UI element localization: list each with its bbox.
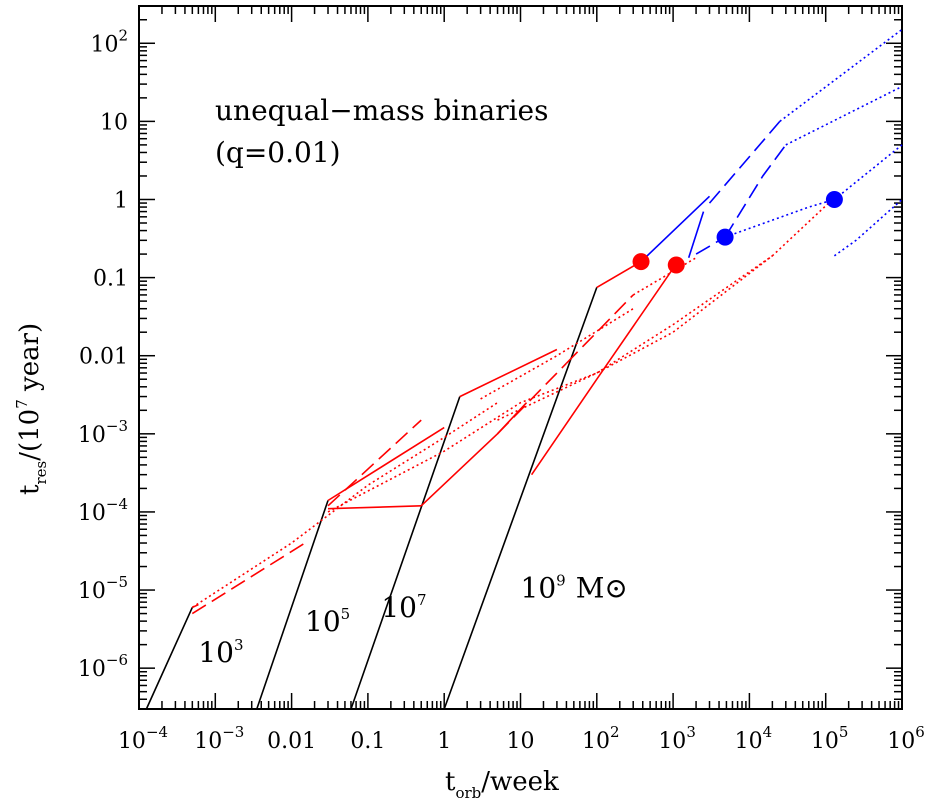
series-line-12: [420, 402, 528, 507]
series-line-14: [480, 308, 634, 400]
mass-labels-group: 103 105 107 109 M⊙: [198, 572, 627, 669]
mass-label-1: 105: [305, 605, 350, 638]
series-line-27: [724, 198, 835, 238]
x-axis-label: torb/week: [445, 767, 559, 802]
y-tick-label: 10−3: [78, 417, 128, 448]
series-line-23: [779, 28, 903, 123]
y-tick-label: 10−4: [78, 495, 128, 526]
series-line-20: [640, 195, 711, 263]
mass-label-2: 107: [381, 591, 426, 624]
y-tick-label: 0.1: [93, 267, 128, 292]
series-line-2: [350, 396, 461, 710]
y-axis-label: tres/(107 year): [13, 323, 50, 495]
series-line-18: [565, 294, 634, 364]
series-line-13: [496, 362, 567, 435]
y-tick-label: 102: [90, 26, 128, 57]
series-line-1: [256, 500, 329, 710]
x-tick-label: 10−3: [194, 723, 244, 754]
y-tick-label: 0.01: [79, 345, 128, 370]
markers-group: [632, 190, 843, 274]
x-tick-label: 0.01: [267, 729, 316, 754]
series-line-10: [327, 192, 840, 513]
series-line-15: [497, 255, 773, 421]
marker-point-1: [667, 256, 685, 274]
series-line-0: [145, 607, 194, 710]
x-tick-label: 10: [507, 729, 535, 754]
x-tick-label: 103: [658, 723, 696, 754]
series-line-22: [708, 120, 781, 204]
series-line-8: [327, 505, 422, 510]
series-line-11: [459, 348, 558, 398]
series-line-3: [443, 287, 598, 710]
x-tick-label: 10−4: [118, 723, 168, 754]
marker-point-0: [632, 253, 650, 271]
series-line-6: [191, 402, 498, 609]
y-tick-label: 1: [114, 188, 128, 213]
marker-point-2: [716, 228, 734, 246]
x-tick-label: 105: [811, 723, 849, 754]
series-line-17: [530, 263, 677, 476]
series-line-5: [191, 542, 306, 615]
marker-point-3: [825, 190, 843, 208]
series-line-28: [833, 144, 903, 201]
series-line-29: [833, 198, 903, 257]
series-line-25: [724, 144, 787, 238]
series-line-21: [687, 211, 705, 258]
y-tick-label: 10: [100, 110, 128, 135]
series-line-16: [596, 261, 642, 289]
y-tick-label: 10−5: [78, 573, 128, 604]
annotation-line2: (q=0.01): [215, 136, 341, 169]
x-tick-label: 0.1: [350, 729, 385, 754]
x-tick-label: 104: [735, 723, 773, 754]
x-tick-label: 106: [887, 723, 925, 754]
axis-ticks: [138, 5, 903, 710]
annotation-line1: unequal−mass binaries: [215, 94, 548, 127]
mass-label-0: 103: [198, 636, 243, 669]
mass-label-3: 109 M⊙: [521, 572, 628, 605]
series-line-26: [785, 85, 903, 146]
tick-labels-group: 10−4 10−3 0.01 0.1 1 10 102 103 104 105 106 10−6 10−…: [78, 26, 925, 754]
x-tick-label: 102: [582, 723, 620, 754]
series-line-9: [327, 419, 422, 507]
x-tick-label: 1: [437, 729, 451, 754]
series-group: [145, 28, 903, 710]
y-tick-label: 10−6: [78, 651, 128, 682]
